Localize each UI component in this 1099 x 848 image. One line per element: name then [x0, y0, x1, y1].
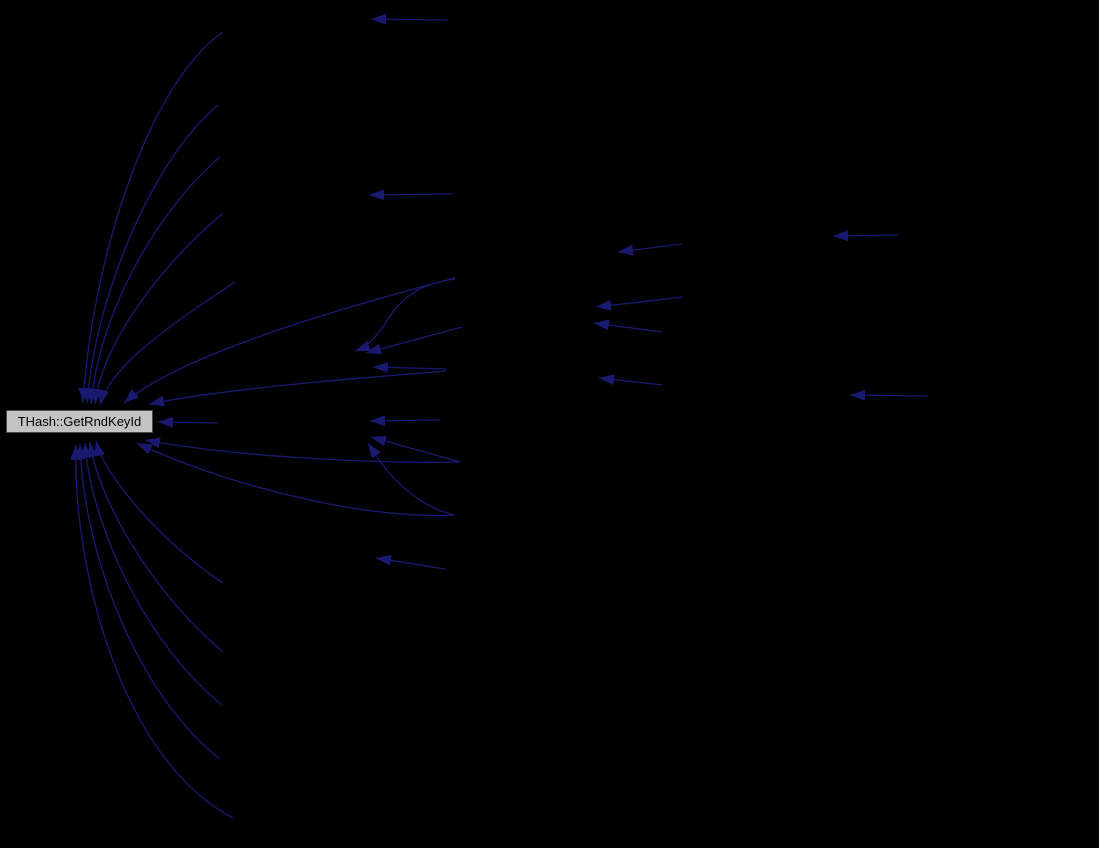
- edge-col3-to-col2-2: [595, 296, 684, 311]
- edge-col2-to-col1-diag-2: [372, 361, 447, 373]
- edge-caller-to-main-top-1: [78, 31, 224, 404]
- edge-col4-to-col3-2: [849, 389, 928, 401]
- edge-col2-to-col1-low-curve: [367, 442, 456, 516]
- edge-col3-to-col2-1: [617, 243, 683, 256]
- edge-col3-to-col2-4: [598, 374, 664, 386]
- edge-caller-to-main-top-4: [91, 212, 224, 405]
- edge-caller-to-main-bottom-4: [74, 443, 221, 760]
- edge-col2-to-col1-diag-1: [365, 326, 463, 355]
- edge-caller-to-main-top-2: [82, 104, 219, 404]
- edge-caller-to-main-long-low-2: [136, 442, 456, 517]
- edge-col2-to-col1-low-1: [370, 435, 461, 463]
- edge-caller-to-main-top-5: [98, 281, 236, 406]
- edge-col3-to-col2-3: [593, 319, 663, 333]
- edge-col2-to-col1-scurve: [354, 278, 456, 352]
- edge-caller-to-main-top-3: [86, 156, 221, 405]
- edge-col2-to-col1-bottom: [375, 554, 446, 570]
- edge-group: [69, 13, 928, 819]
- edge-caller-to-main-long-upper: [123, 277, 456, 404]
- edge-col2-to-col1-top: [370, 13, 448, 25]
- edge-caller-to-main-long-low-1: [144, 437, 461, 463]
- node-thash-getrndkeyid[interactable]: THash::GetRndKeyId: [6, 410, 153, 433]
- edge-col2-to-col1-mid: [369, 415, 441, 427]
- edge-col2-to-col1-upper: [368, 189, 454, 201]
- edge-col4-to-col3-1: [832, 230, 899, 242]
- edge-caller-to-main-bottom-2: [86, 441, 224, 653]
- edge-caller-to-main-bottom-1: [94, 440, 224, 584]
- edge-caller-to-main-long-mid: [148, 370, 447, 407]
- edge-caller-to-main-bottom-3: [80, 442, 223, 706]
- edge-caller-to-main-horizontal: [157, 416, 219, 428]
- edge-caller-to-main-bottom-5: [69, 444, 234, 819]
